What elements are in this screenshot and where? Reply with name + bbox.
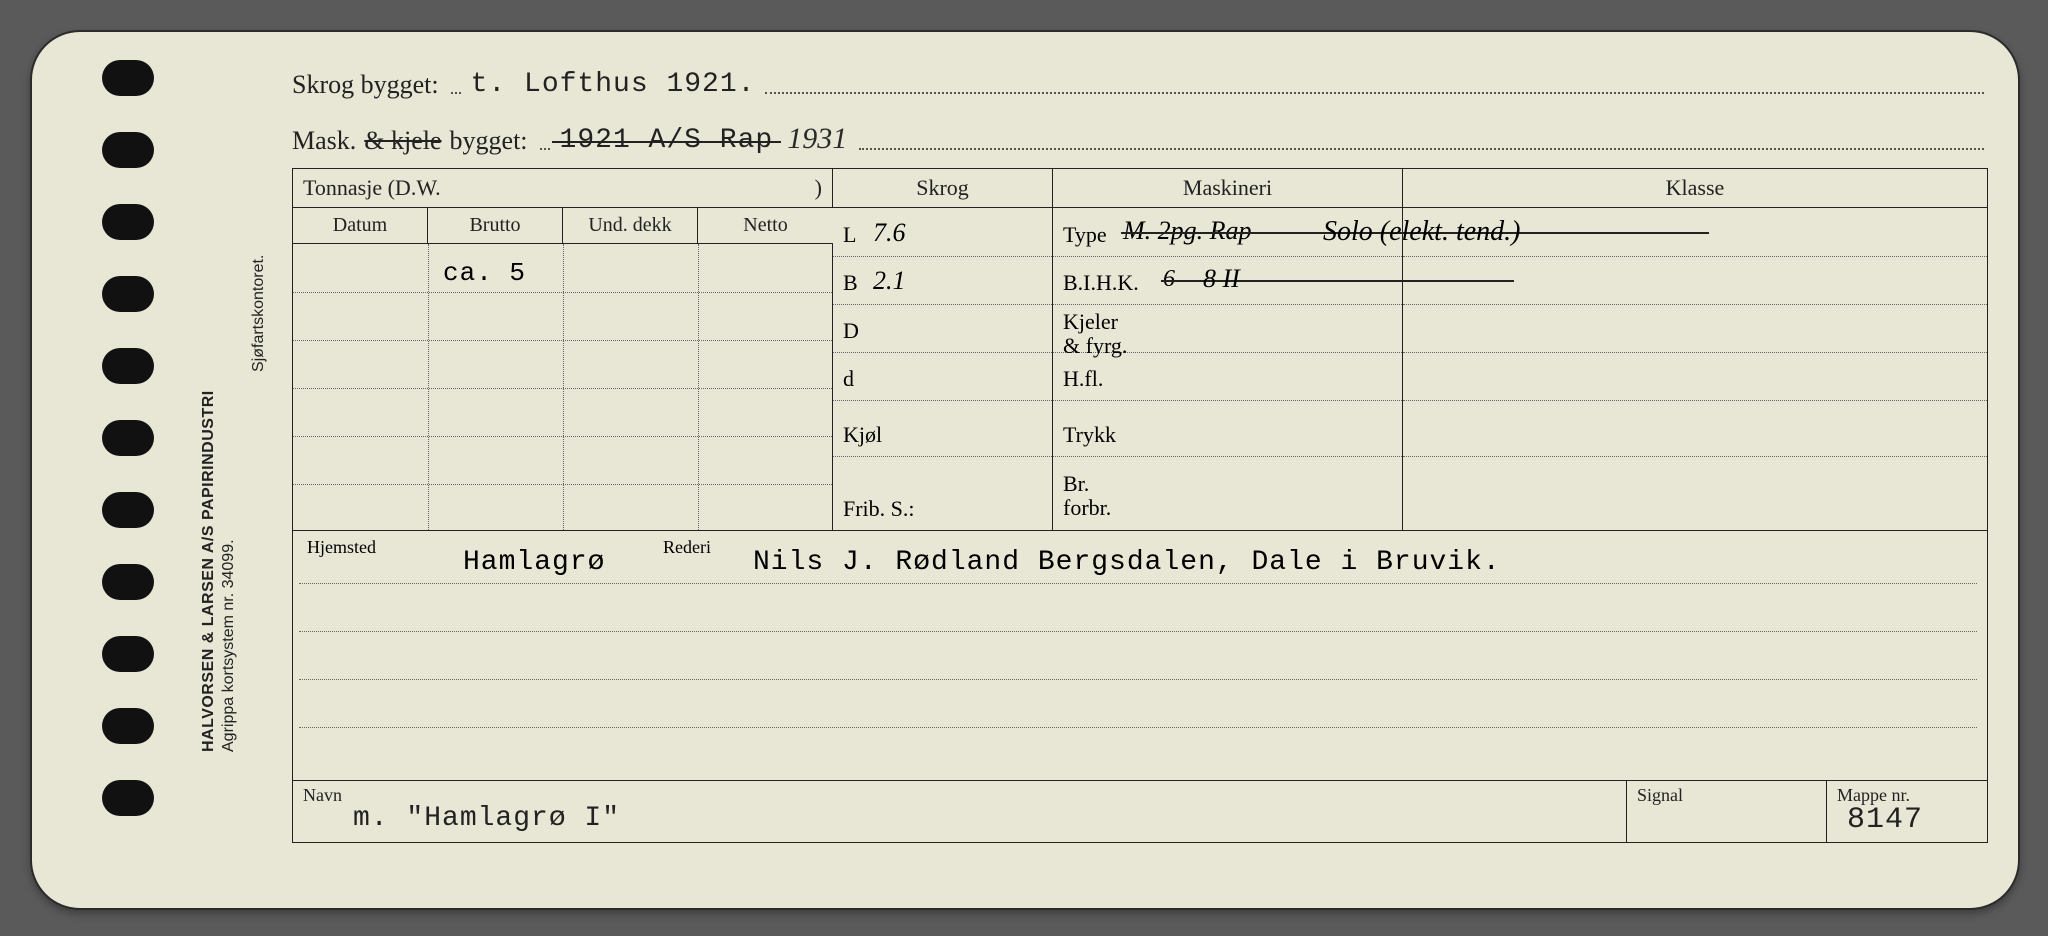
- datum-header: Datum: [293, 208, 428, 244]
- klasse-header: Klasse: [1403, 169, 1987, 208]
- office-name: Sjøfartskontoret.: [250, 255, 268, 372]
- mask-value-hand: 1931: [779, 122, 855, 156]
- skrog-header: Skrog: [833, 169, 1053, 208]
- printer-name: HALVORSEN & LARSEN A/S PAPIRINDUSTRI: [200, 390, 218, 752]
- L-label: L: [843, 222, 856, 248]
- D-label: D: [843, 318, 859, 344]
- brutto-header: Brutto: [428, 208, 563, 244]
- bihk-hand: 8 II: [1203, 264, 1240, 294]
- hole: [102, 492, 154, 528]
- rederi-label: Rederi: [663, 537, 711, 558]
- body-row: Datum Brutto Und. dekk Netto: [293, 208, 1987, 530]
- tonnasje-subheader: Datum Brutto Und. dekk Netto: [293, 208, 833, 244]
- kjeler-label: Kjeler & fyrg.: [1063, 310, 1127, 358]
- L-value: 7.6: [873, 218, 906, 248]
- signal-cell: Signal: [1627, 781, 1827, 842]
- trykk-label: Trykk: [1063, 422, 1116, 448]
- tonnasje-data: ca. 5: [293, 244, 833, 530]
- tonnasje-block: Datum Brutto Und. dekk Netto: [293, 208, 833, 530]
- br-label: Br. forbr.: [1063, 472, 1111, 520]
- mappe-value: 8147: [1847, 803, 1923, 837]
- hole: [102, 420, 154, 456]
- type-hand: Solo (elekt. tend.): [1323, 216, 1520, 248]
- hjemsted-rederi-band: Hjemsted Hamlagrø Rederi Nils J. Rødland…: [293, 530, 1987, 780]
- tonnasje-header: Tonnasje (D.W. ): [293, 169, 833, 208]
- bihk-label: B.I.H.K.: [1063, 270, 1139, 296]
- hole: [102, 204, 154, 240]
- maskineri-header: Maskineri: [1053, 169, 1403, 208]
- d-label: d: [843, 366, 854, 392]
- brutto-value: ca. 5: [443, 258, 526, 288]
- data-grid: Tonnasje (D.W. ) Skrog Maskineri Klasse …: [292, 168, 1988, 843]
- hole: [102, 636, 154, 672]
- B-value: 2.1: [873, 266, 906, 296]
- frib-label: Frib. S.:: [843, 496, 915, 522]
- type-label: Type: [1063, 222, 1107, 248]
- mask-bygget-line: Mask. & kjele bygget: 1921 A/S Rap 1931: [292, 112, 1988, 156]
- mappe-cell: Mappe nr. 8147: [1827, 781, 1987, 842]
- hole: [102, 276, 154, 312]
- klasse-data: M. 2pg. Rap Solo (elekt. tend.): [1403, 208, 1987, 530]
- header-row-1: Tonnasje (D.W. ) Skrog Maskineri Klasse: [293, 169, 1987, 208]
- und-dekk-header: Und. dekk: [563, 208, 698, 244]
- skrog-data: L 7.6 B 2.1 D d Kjøl Frib. S.:: [833, 208, 1053, 530]
- navn-value: m. "Hamlagrø I": [353, 803, 620, 834]
- mask-label-b: bygget:: [450, 126, 536, 156]
- hole: [102, 708, 154, 744]
- kjol-label: Kjøl: [843, 422, 882, 448]
- B-label: B: [843, 270, 858, 296]
- skrog-bygget-label: Skrog bygget:: [292, 70, 447, 100]
- rederi-value: Nils J. Rødland Bergsdalen, Dale i Bruvi…: [753, 547, 1501, 578]
- hole: [102, 348, 154, 384]
- hole: [102, 780, 154, 816]
- mask-label-strike: & kjele: [364, 126, 449, 156]
- hole: [102, 60, 154, 96]
- hole: [102, 564, 154, 600]
- signal-label: Signal: [1637, 785, 1816, 806]
- hole: [102, 132, 154, 168]
- bottom-row: Navn m. "Hamlagrø I" Signal Mappe nr. 81…: [293, 780, 1987, 842]
- skrog-bygget-value: t. Lofthus 1921.: [465, 69, 762, 100]
- printer-system: Agrippa kortsystem nr. 34099.: [220, 539, 238, 752]
- binder-holes: [102, 60, 154, 852]
- netto-header: Netto: [698, 208, 833, 244]
- maskineri-data: Type B.I.H.K. 6 8 II Kjeler & fyrg. H.fl…: [1053, 208, 1403, 530]
- hjemsted-label: Hjemsted: [307, 537, 376, 558]
- navn-cell: Navn m. "Hamlagrø I": [293, 781, 1627, 842]
- index-card: HALVORSEN & LARSEN A/S PAPIRINDUSTRI Agr…: [30, 30, 2020, 910]
- content-area: Skrog bygget: t. Lofthus 1921. Mask. & k…: [292, 56, 1988, 888]
- skrog-bygget-line: Skrog bygget: t. Lofthus 1921.: [292, 56, 1988, 100]
- hfl-label: H.fl.: [1063, 366, 1103, 392]
- mask-value-struck: 1921 A/S Rap: [554, 125, 780, 156]
- hjemsted-value: Hamlagrø: [463, 547, 605, 578]
- mask-label-a: Mask.: [292, 126, 364, 156]
